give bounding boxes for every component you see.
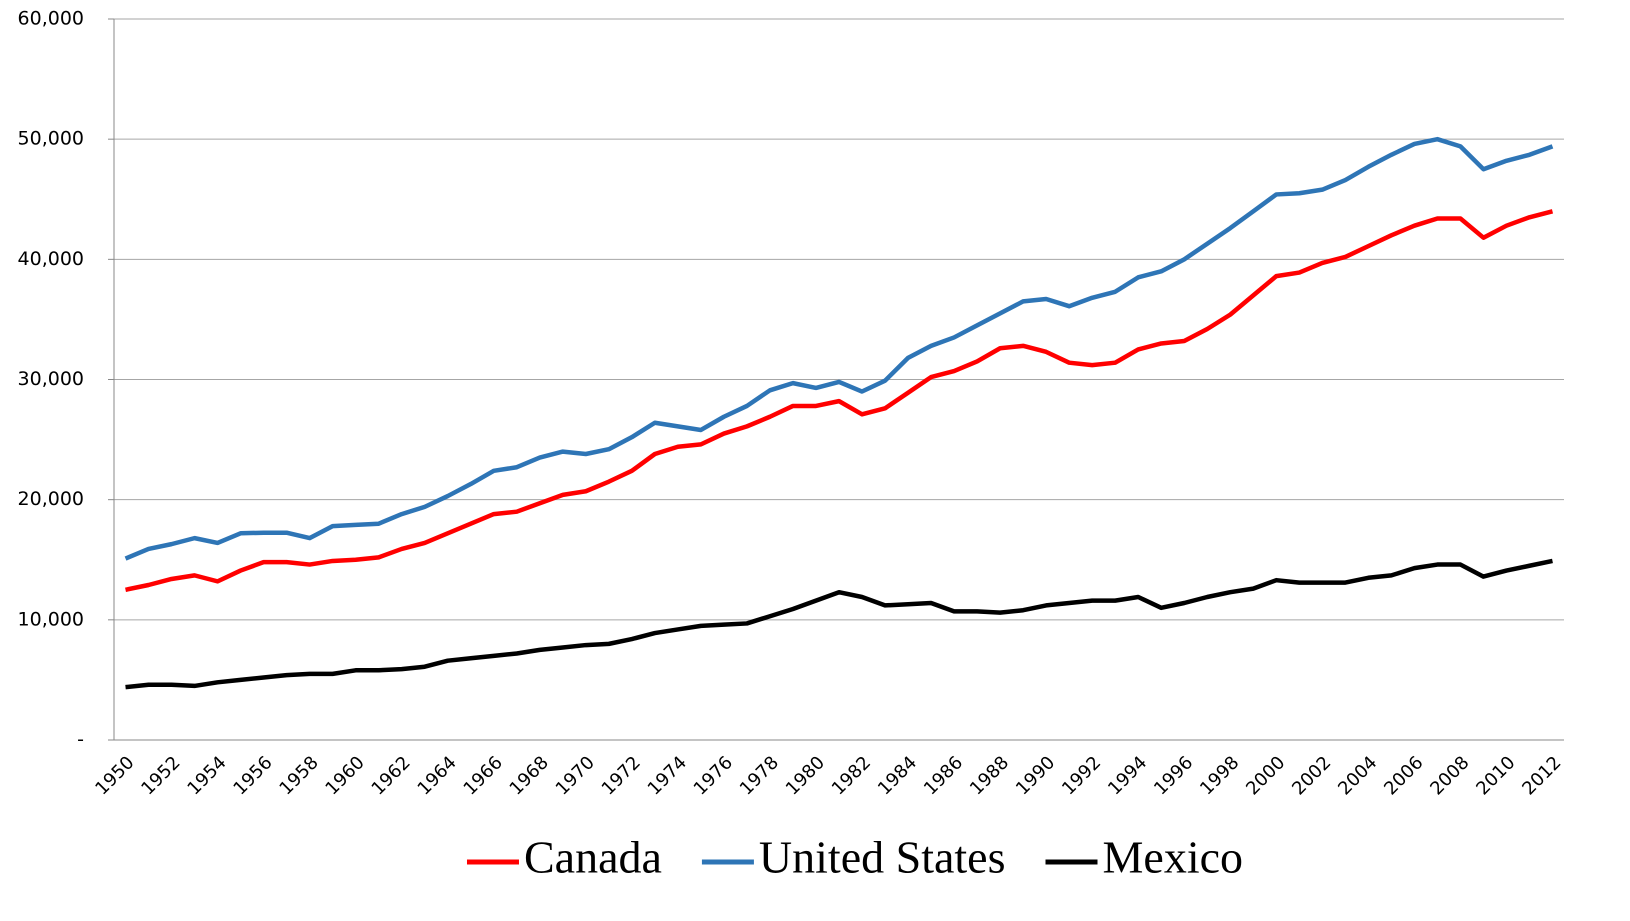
y-tick-label: 40,000 (18, 248, 84, 270)
x-tick-label: 2002 (1288, 752, 1335, 799)
x-tick-label: 1976 (690, 752, 737, 799)
data-line (125, 558, 1553, 690)
data-line (125, 209, 1554, 592)
y-tick-label: 60,000 (18, 8, 84, 30)
x-tick-label: 1960 (321, 752, 368, 799)
x-tick-label: 1986 (920, 752, 967, 799)
x-tick-label: 1984 (874, 752, 921, 799)
x-tick-label: 1970 (552, 752, 599, 799)
legend-label: Canada (524, 832, 662, 883)
x-tick-label: 1956 (229, 752, 276, 799)
x-tick-label: 1988 (966, 752, 1013, 799)
x-tick-label: 1968 (506, 752, 553, 799)
y-tick-label: - (77, 729, 84, 751)
x-tick-label: 1958 (275, 752, 322, 799)
x-tick-label: 1950 (91, 752, 138, 799)
data-line (124, 136, 1554, 561)
x-tick-label: 1954 (183, 752, 230, 799)
legend-label: United States (759, 832, 1006, 883)
x-tick-label: 1992 (1058, 752, 1105, 799)
x-tick-label: 1962 (368, 752, 415, 799)
y-tick-label: 20,000 (18, 488, 84, 510)
y-tick-label: 30,000 (18, 368, 84, 390)
x-tick-label: 1964 (414, 752, 461, 799)
x-tick-label: 1978 (736, 752, 783, 799)
x-tick-label: 2004 (1334, 752, 1381, 799)
x-tick-label: 1980 (782, 752, 829, 799)
x-tick-label: 2006 (1380, 752, 1427, 799)
x-tick-label: 1990 (1012, 752, 1059, 799)
x-tick-label: 1972 (598, 752, 645, 799)
x-tick-label: 1994 (1104, 752, 1151, 799)
x-tick-label: 1998 (1196, 752, 1243, 799)
x-tick-label: 1982 (828, 752, 875, 799)
legend-label: Mexico (1103, 832, 1244, 883)
x-tick-label: 2008 (1426, 752, 1473, 799)
y-tick-label: 50,000 (18, 128, 84, 150)
x-tick-label: 2000 (1242, 752, 1289, 799)
x-tick-label: 2012 (1518, 752, 1565, 799)
x-tick-label: 1996 (1150, 752, 1197, 799)
x-tick-label: 1952 (137, 752, 184, 799)
y-tick-label: 10,000 (18, 608, 84, 630)
x-tick-label: 2010 (1472, 752, 1519, 799)
x-tick-label: 1974 (644, 752, 691, 799)
x-tick-label: 1966 (460, 752, 507, 799)
